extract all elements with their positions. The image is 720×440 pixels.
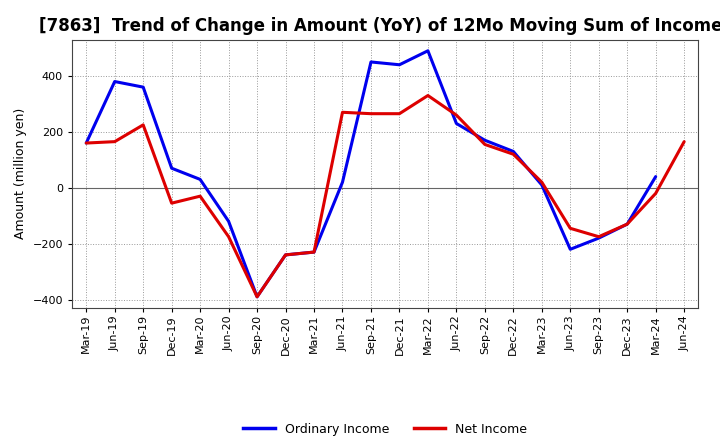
Title: [7863]  Trend of Change in Amount (YoY) of 12Mo Moving Sum of Incomes: [7863] Trend of Change in Amount (YoY) o… <box>38 17 720 35</box>
Legend: Ordinary Income, Net Income: Ordinary Income, Net Income <box>238 418 532 440</box>
Y-axis label: Amount (million yen): Amount (million yen) <box>14 108 27 239</box>
